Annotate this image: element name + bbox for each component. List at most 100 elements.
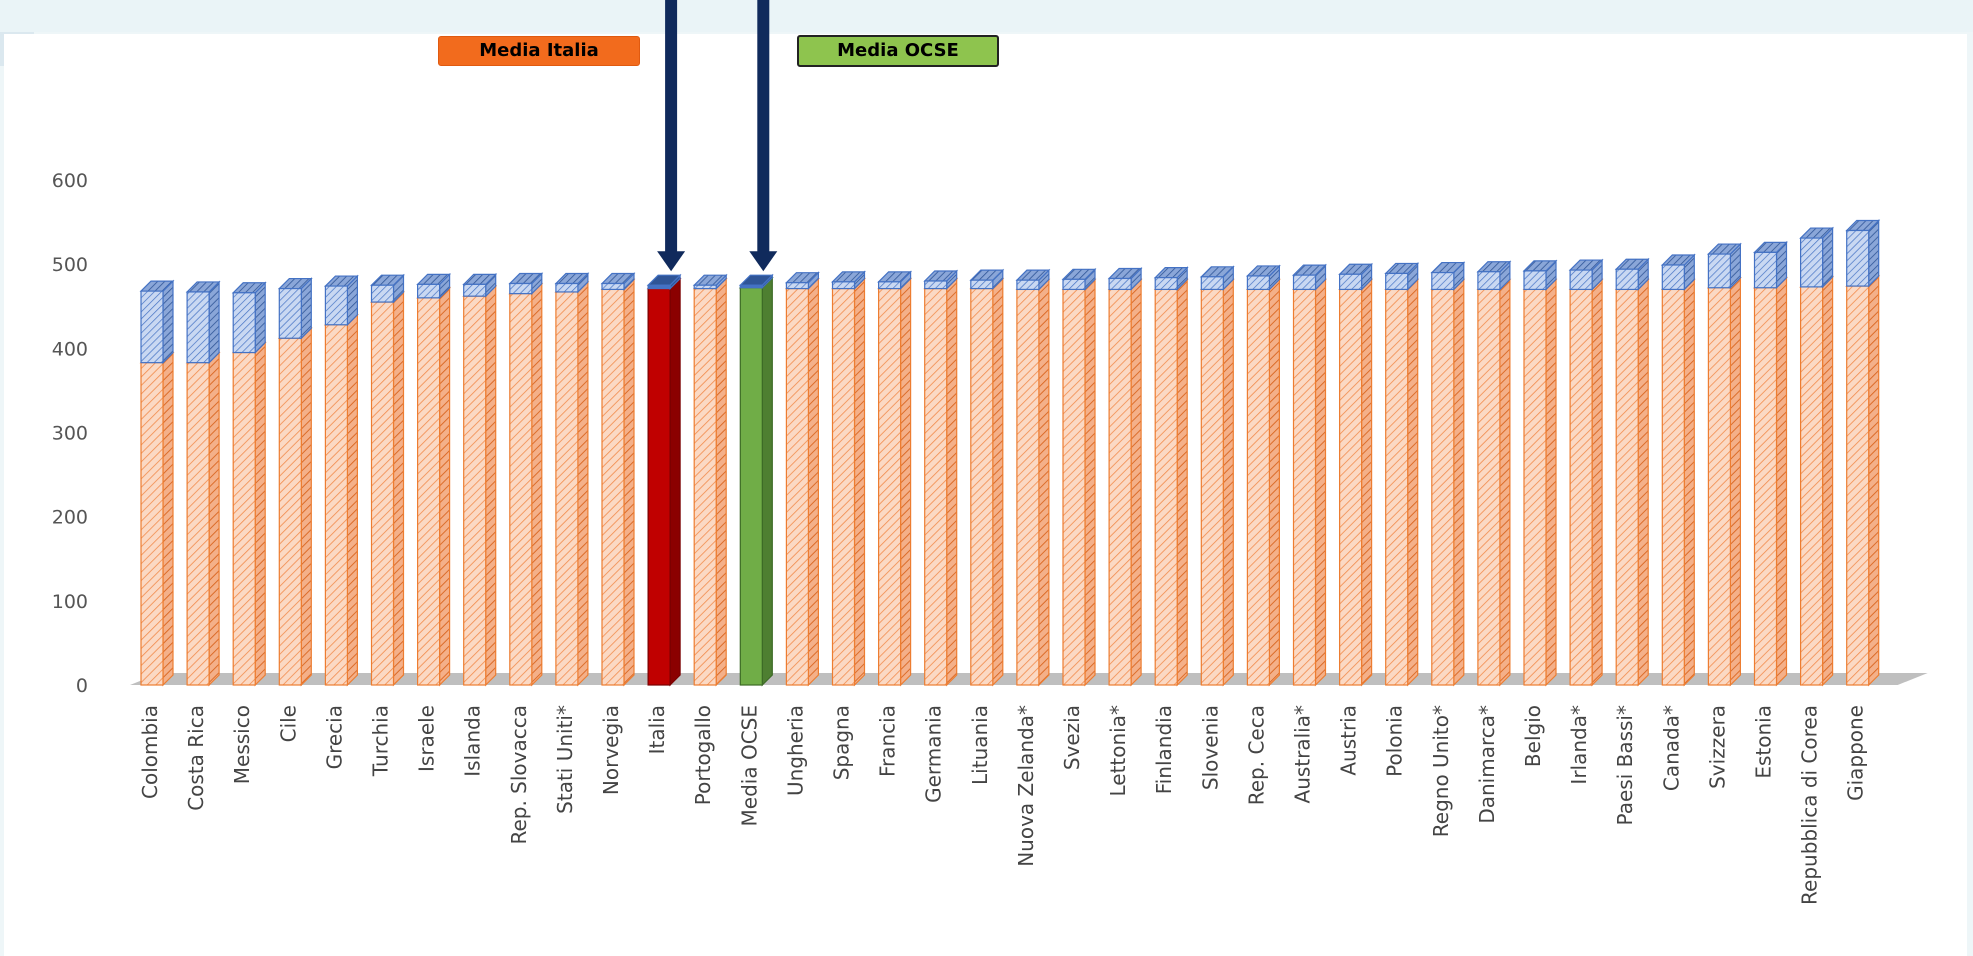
- arrow-italia: [657, 0, 686, 272]
- base-bar-side: [807, 277, 820, 687]
- x-tick-label: Islanda: [461, 705, 485, 777]
- x-tick-label: Estonia: [1752, 705, 1776, 779]
- range-bar-front: [370, 284, 395, 303]
- base-bar-side: [300, 326, 312, 687]
- y-tick-label: 100: [52, 591, 88, 613]
- y-tick-label: 500: [52, 254, 88, 276]
- base-bar-side: [1591, 277, 1603, 687]
- base-bar-front: [924, 287, 948, 686]
- y-tick-label: 400: [52, 338, 88, 360]
- base-bar-side: [1775, 276, 1788, 687]
- base-bar-side: [162, 351, 174, 687]
- y-tick-label: 200: [52, 507, 88, 529]
- base-bar-side: [899, 277, 912, 687]
- base-bar-front: [739, 287, 763, 686]
- range-bar-front: [463, 283, 487, 297]
- bar-group: [1799, 226, 1835, 687]
- range-bar-front: [232, 292, 256, 354]
- bar-group: [1015, 268, 1051, 687]
- range-bar-front: [924, 280, 948, 290]
- range-bar-front: [877, 281, 902, 290]
- base-bar-front: [232, 351, 256, 686]
- range-bar-front: [1477, 271, 1501, 291]
- range-bar-front: [140, 290, 164, 364]
- base-bar-side: [1222, 277, 1234, 687]
- range-bar-side: [1868, 219, 1880, 288]
- base-bar-side: [1084, 277, 1096, 687]
- base-bar-front: [278, 337, 302, 686]
- x-tick-label: Media OCSE: [737, 705, 761, 826]
- base-bar-front: [1062, 288, 1086, 686]
- range-bar-front: [417, 283, 441, 299]
- x-axis: Colombia Costa Rica Messico Cile Grecia Turch…: [138, 705, 1868, 905]
- base-bar-front: [1016, 288, 1040, 686]
- bar-group: [1384, 261, 1420, 687]
- base-bar-side: [669, 277, 681, 687]
- bar-group: [784, 271, 820, 687]
- base-bar-side: [715, 277, 727, 687]
- bar-group: [1292, 263, 1327, 687]
- range-bar-front: [1846, 229, 1870, 287]
- x-tick-label: Colombia: [138, 705, 162, 799]
- range-bar-front: [831, 281, 856, 290]
- bar-group: [139, 279, 175, 687]
- base-bar-side: [1314, 277, 1327, 687]
- base-bar-front: [877, 287, 902, 686]
- bar-group: [1430, 261, 1466, 687]
- range-bar-front: [739, 284, 763, 289]
- x-tick-label: Irlanda*: [1567, 705, 1591, 785]
- x-tick-label: Portogallo: [691, 705, 715, 805]
- range-bar-front: [1523, 270, 1547, 291]
- range-bar-front: [186, 291, 210, 364]
- base-bar-front: [509, 293, 533, 686]
- bar-group: [1245, 264, 1281, 687]
- arrow-head: [749, 251, 778, 272]
- x-tick-label: Lituania: [968, 705, 992, 785]
- y-tick-label: 600: [52, 170, 88, 192]
- base-bar-side: [1868, 274, 1880, 687]
- base-bar-side: [531, 282, 543, 687]
- bar-group: [508, 272, 544, 687]
- base-bar-front: [1661, 288, 1685, 686]
- range-bar-side: [162, 279, 174, 365]
- x-tick-label: Repubblica di Corea: [1798, 705, 1822, 905]
- base-bar-front: [463, 295, 487, 686]
- base-bar-side: [392, 290, 405, 687]
- range-bar-front: [1569, 269, 1593, 291]
- base-bar-front: [324, 324, 348, 686]
- base-bar-side: [1683, 277, 1695, 687]
- top-band: [0, 0, 1973, 32]
- x-tick-label: Danimarca*: [1475, 705, 1499, 824]
- bar-group: [1753, 240, 1788, 687]
- bar-group: [1568, 258, 1604, 687]
- range-bar-front: [1799, 237, 1824, 288]
- bar-group: [185, 280, 221, 687]
- x-tick-label: Israele: [415, 705, 439, 772]
- range-bar-front: [1338, 273, 1363, 291]
- base-bar-side: [1130, 277, 1142, 687]
- range-bar-front: [509, 282, 533, 295]
- base-bar-front: [1799, 286, 1824, 686]
- bar-group: [969, 268, 1005, 687]
- range-bar-front: [278, 287, 302, 339]
- range-bar-front: [601, 282, 625, 291]
- y-tick-label: 0: [76, 675, 88, 697]
- x-tick-label: Canada*: [1659, 705, 1683, 791]
- base-bar-side: [1360, 277, 1373, 687]
- bar-group: [831, 270, 866, 687]
- x-tick-label: Belgio: [1521, 705, 1545, 767]
- x-tick-label: Norvegia: [599, 705, 623, 795]
- bar-group: [923, 269, 959, 687]
- x-tick-label: Italia: [645, 705, 669, 754]
- bar-group: [1845, 219, 1881, 687]
- x-tick-label: Svezia: [1060, 705, 1084, 770]
- range-bar-front: [1016, 279, 1040, 291]
- range-bar-front: [1615, 268, 1639, 291]
- base-bar-front: [1477, 288, 1501, 686]
- base-bar-side: [254, 341, 266, 687]
- range-bar-front: [324, 285, 348, 326]
- base-bar-front: [555, 291, 579, 686]
- arrows: [657, 0, 778, 272]
- x-tick-label: Ungheria: [783, 705, 807, 796]
